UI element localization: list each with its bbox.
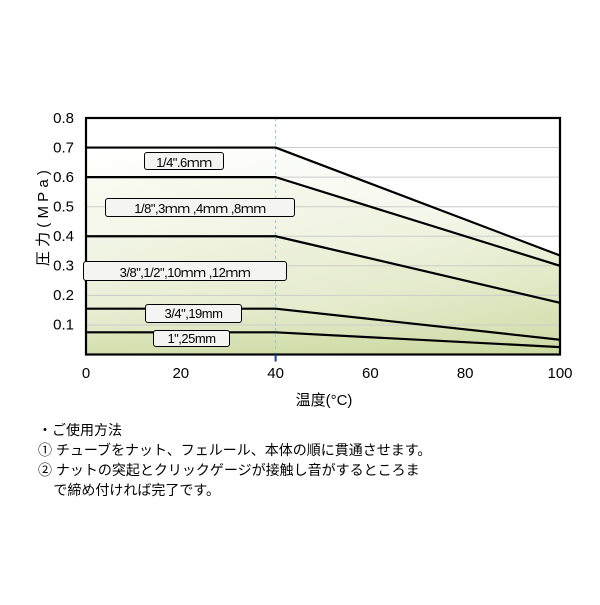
svg-text:0.2: 0.2: [53, 287, 74, 304]
svg-text:0.7: 0.7: [53, 140, 74, 157]
svg-text:100: 100: [547, 365, 572, 382]
svg-text:0.4: 0.4: [53, 228, 74, 245]
svg-text:60: 60: [362, 365, 379, 382]
svg-text:0.5: 0.5: [53, 199, 74, 216]
svg-text:0.3: 0.3: [53, 258, 74, 275]
svg-text:温度(°C): 温度(°C): [296, 392, 353, 409]
svg-text:圧力(MPa): 圧力(MPa): [35, 166, 52, 266]
svg-text:0.6: 0.6: [53, 169, 74, 186]
svg-text:80: 80: [457, 365, 474, 382]
svg-text:0.8: 0.8: [53, 110, 74, 127]
svg-text:40: 40: [267, 365, 284, 382]
svg-text:0.1: 0.1: [53, 317, 74, 334]
svg-text:0: 0: [82, 365, 90, 382]
svg-text:20: 20: [172, 365, 189, 382]
